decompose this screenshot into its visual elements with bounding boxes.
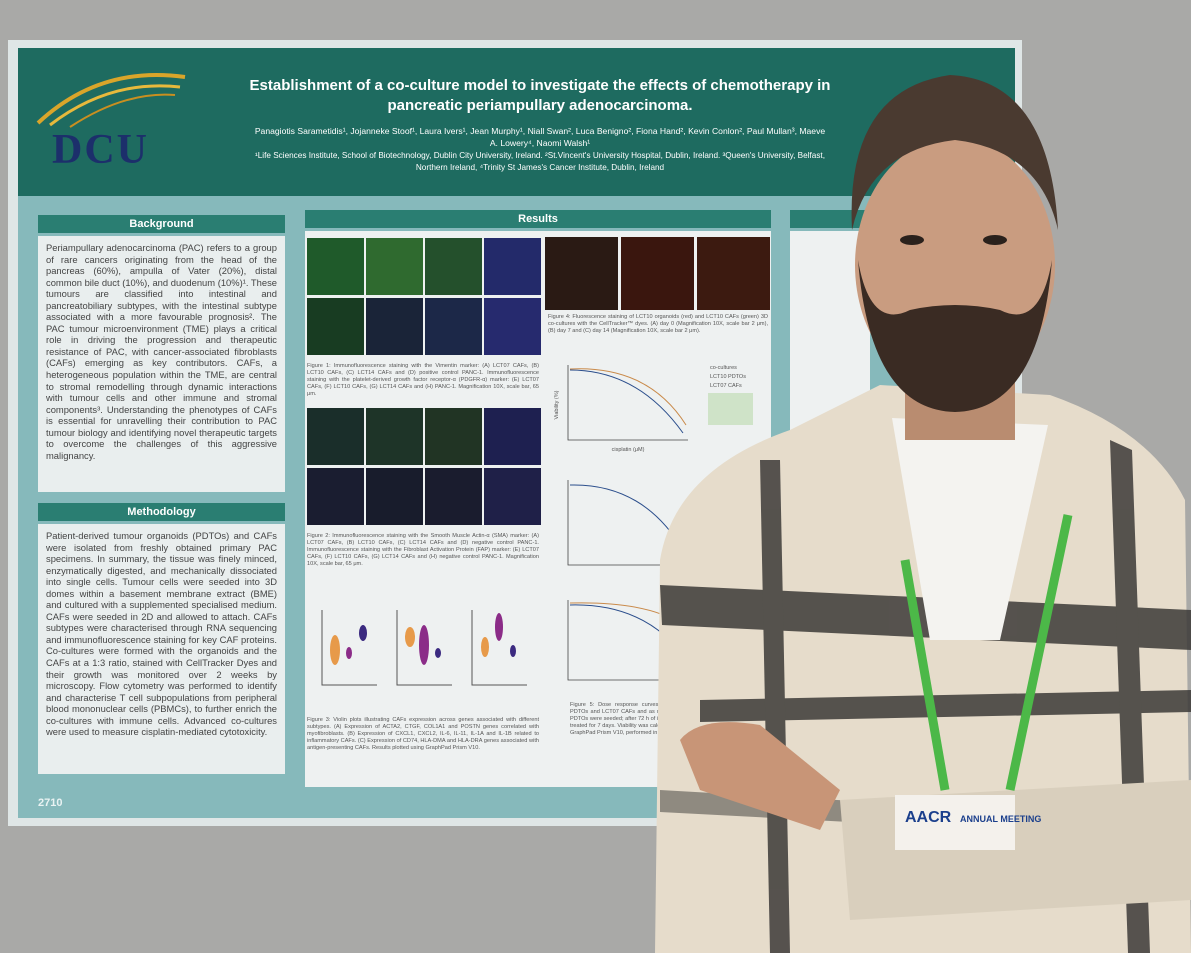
legend-entry: LCT07 CAFs [710, 383, 742, 389]
section-heading: Results [305, 210, 771, 228]
badge-text: AACR [905, 809, 952, 826]
figure2-images [307, 408, 542, 528]
badge-text: ANNUAL MEETING [960, 814, 1041, 824]
section-text: Periampullary adenocarcinoma (PAC) refer… [38, 236, 285, 492]
axis-label: Viability (%) [554, 390, 560, 419]
axis-label: cisplatin (μM) [612, 447, 645, 453]
logo: DCU [52, 127, 149, 173]
section-heading: Background [38, 215, 285, 233]
figure3-violins [321, 610, 527, 686]
section-heading: Methodology [38, 503, 285, 521]
legend-entry: LCT10 PDTOs [710, 374, 746, 380]
authors: Panagiotis Sarametidis¹, Jojanneke Stoof… [254, 126, 826, 148]
legend-entry: co-cultures [710, 365, 737, 371]
poster-title: Establishment of a co-culture model to i… [249, 77, 831, 114]
poster-number: 2710 [38, 797, 63, 809]
poster-header [18, 48, 1015, 196]
figure-caption: Figure 1: Immunofluorescence staining wi… [307, 363, 539, 397]
figure4-images [545, 237, 771, 310]
section-text: Patient-derived tumour organoids (PDTOs)… [38, 524, 285, 774]
figure-caption: Figure 5: Dose response curves of co-cul… [570, 702, 720, 736]
section-heading-partial [790, 210, 870, 228]
figure1-images [307, 238, 542, 358]
affiliations: ¹Life Sciences Institute, School of Biot… [255, 151, 825, 172]
figure-caption: Figure 2: Immunofluorescence staining wi… [307, 533, 539, 567]
summary-table [708, 393, 753, 425]
figure-caption: Figure 3: Violin plots illustrating CAFs… [307, 717, 539, 751]
figure-caption: Figure 4: Fluorescence staining of LCT10… [548, 314, 768, 334]
logo-swoosh [36, 72, 186, 128]
